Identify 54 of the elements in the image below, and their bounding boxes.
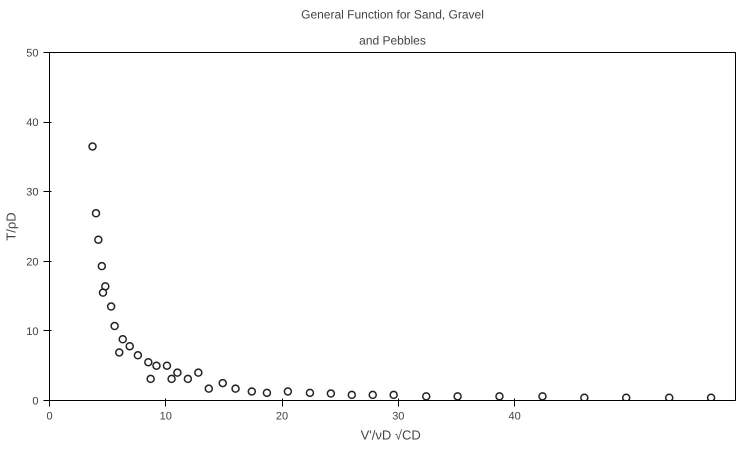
y-tick-label: 40 xyxy=(26,117,39,130)
x-tick-label: 30 xyxy=(392,410,404,422)
point xyxy=(306,388,314,398)
y-axis-title: T/ρD xyxy=(3,212,18,241)
point xyxy=(622,393,630,400)
y-tick-label: 10 xyxy=(26,326,39,338)
chart-subtitle: and Pebbles xyxy=(359,34,426,48)
point xyxy=(231,384,240,393)
point xyxy=(162,361,172,370)
point xyxy=(146,374,155,384)
point xyxy=(152,361,161,370)
point xyxy=(348,390,356,400)
point xyxy=(538,392,547,400)
y-tick-label: 0 xyxy=(32,396,39,408)
x-axis-title: V'/νD √CD xyxy=(360,428,421,442)
point xyxy=(194,368,203,377)
point xyxy=(134,351,142,360)
point xyxy=(167,374,176,384)
point xyxy=(580,393,589,400)
x-tick-label: 20 xyxy=(276,410,288,422)
point xyxy=(495,392,504,400)
point xyxy=(98,288,108,297)
point xyxy=(389,390,398,400)
point xyxy=(422,392,430,400)
point xyxy=(106,302,116,311)
point xyxy=(101,282,110,291)
point xyxy=(326,389,336,398)
point xyxy=(98,262,106,270)
point xyxy=(368,390,377,400)
point xyxy=(284,387,292,396)
point xyxy=(88,142,97,151)
point xyxy=(94,235,103,244)
point xyxy=(118,335,127,344)
x-tick-label: 0 xyxy=(46,410,53,422)
point xyxy=(706,393,716,400)
point xyxy=(262,388,272,398)
x-tick-label: 40 xyxy=(508,410,521,422)
point xyxy=(218,378,227,388)
x-tick-label: 10 xyxy=(160,410,172,422)
point xyxy=(664,393,674,400)
point xyxy=(92,209,100,218)
y-tick-label: 50 xyxy=(26,48,39,60)
point xyxy=(453,392,462,400)
y-tick-label: 30 xyxy=(26,186,39,199)
point xyxy=(173,368,182,377)
point xyxy=(204,384,214,393)
chart-title: General Function for Sand, Gravel xyxy=(301,8,484,22)
y-tick-label: 20 xyxy=(26,256,39,268)
point xyxy=(115,348,124,357)
point xyxy=(125,342,134,350)
point xyxy=(248,387,256,396)
point xyxy=(184,374,192,384)
point xyxy=(110,322,119,330)
point xyxy=(144,358,153,366)
